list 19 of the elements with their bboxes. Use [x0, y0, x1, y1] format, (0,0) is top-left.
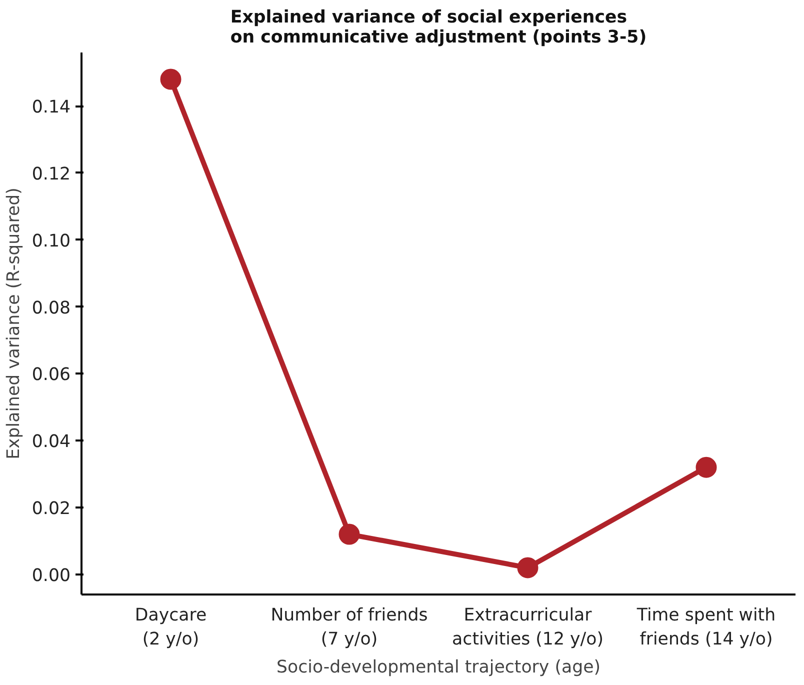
y-axis-title: Explained variance (R-squared)	[4, 188, 24, 460]
point	[160, 68, 182, 90]
point	[517, 557, 538, 578]
y-tick-label: 0.14	[32, 98, 71, 118]
x-axis-title: Socio-developmental trajectory (age)	[276, 658, 601, 678]
y-tick-label: 0.02	[32, 499, 71, 520]
x-tick-label: Extracurricular activities (12 y/o)	[452, 606, 604, 650]
y-tick-label: 0.12	[32, 164, 71, 184]
point	[696, 456, 717, 478]
x-tick-label: Number of friends (7 y/o)	[270, 606, 428, 650]
y-tick-label: 0.06	[32, 365, 71, 386]
y-tick-label: 0.08	[32, 298, 71, 318]
point	[338, 524, 360, 545]
y-tick-label: 0.04	[32, 432, 71, 452]
x-tick-label: Time spent with friends (14 y/o)	[636, 606, 776, 650]
chart-title: Explained variance of social experiences on communicative adjustment (points 3-5)	[230, 8, 647, 48]
y-tick-label: 0.00	[32, 566, 71, 586]
y-tick-label: 0.10	[32, 231, 71, 252]
x-tick-label: Daycare (2 y/o)	[134, 606, 207, 650]
